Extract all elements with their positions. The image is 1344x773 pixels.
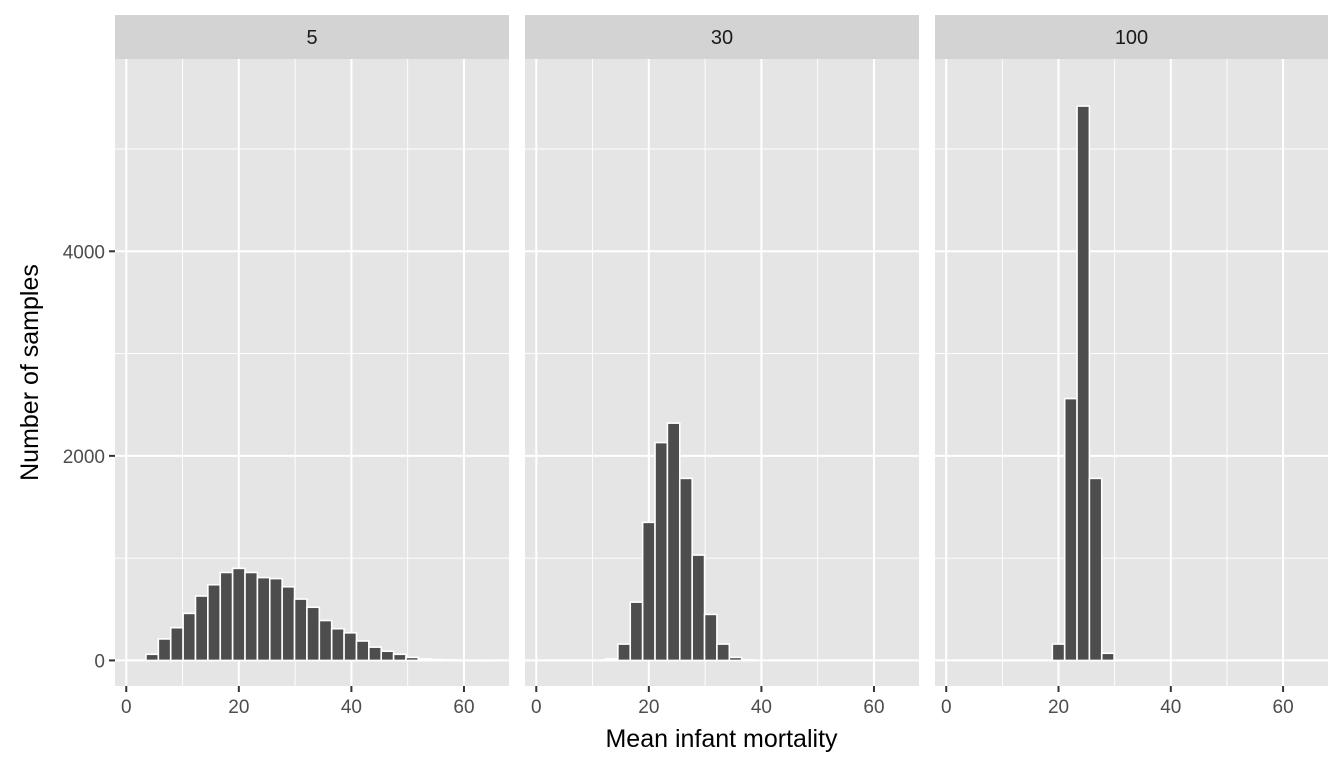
x-tick-label: 0 <box>941 697 952 718</box>
histogram-bar <box>355 640 370 662</box>
facet-strip <box>115 15 509 59</box>
histogram-bar <box>1100 652 1115 662</box>
histogram-bar <box>293 598 308 662</box>
histogram-bar <box>318 619 333 662</box>
x-tick-label: 40 <box>751 697 772 718</box>
histogram-bar <box>1063 397 1078 662</box>
histogram-bar <box>429 658 444 662</box>
histogram-bar <box>157 638 172 662</box>
histogram-bar <box>467 659 482 662</box>
histogram-bar <box>368 646 383 662</box>
histogram-bar <box>703 613 718 662</box>
histogram-bar <box>442 659 457 662</box>
x-tick-label: 60 <box>863 697 884 718</box>
histogram-bar <box>740 659 755 662</box>
histogram-bar <box>716 643 731 662</box>
histogram-bar <box>145 653 160 662</box>
histogram-bar <box>182 612 197 662</box>
histogram-bar <box>343 632 358 662</box>
histogram-bar <box>666 422 681 662</box>
histogram-bar <box>380 650 395 662</box>
y-tick-label: 0 <box>94 651 105 672</box>
histogram-bar <box>629 601 644 662</box>
histogram-bar <box>231 567 246 662</box>
facet-strip <box>935 15 1328 59</box>
histogram-bar <box>194 595 209 662</box>
y-tick-label: 4000 <box>63 242 105 263</box>
facet-strip-label: 5 <box>306 27 317 49</box>
x-axis-title: Mean infant mortality <box>605 725 838 753</box>
histogram-bar <box>728 656 743 662</box>
histogram-bar <box>219 571 234 662</box>
x-tick-label: 0 <box>121 697 132 718</box>
histogram-bar <box>1088 477 1103 662</box>
y-axis-title: Number of samples <box>16 264 44 481</box>
facet-panel: 5 0 20 40 60 0 2000 4000 <box>63 15 509 718</box>
histogram-bar <box>1076 105 1091 662</box>
histogram-bar <box>306 606 321 662</box>
histogram-bar <box>392 653 407 662</box>
histogram-bar <box>244 571 259 662</box>
x-tick-label: 60 <box>453 697 474 718</box>
facet-strip <box>525 15 919 59</box>
x-tick-label: 40 <box>341 697 362 718</box>
panel-background <box>525 59 919 686</box>
facet-panel: 30 0 20 40 60 <box>525 15 919 718</box>
x-tick-label: 60 <box>1273 697 1294 718</box>
x-tick-label: 20 <box>638 697 659 718</box>
histogram-bar <box>678 477 693 662</box>
histogram-bar <box>281 585 296 662</box>
panel-background <box>935 59 1328 686</box>
histogram-bar <box>641 521 656 662</box>
y-tick-label: 2000 <box>63 447 105 468</box>
x-tick-label: 20 <box>228 697 249 718</box>
histogram-bar <box>592 659 607 662</box>
histogram-bar <box>617 643 632 662</box>
histogram-bar <box>604 658 619 662</box>
x-tick-label: 20 <box>1048 697 1069 718</box>
histogram-bar <box>207 583 222 662</box>
histogram-bar <box>1051 643 1066 662</box>
histogram-bar <box>417 658 432 662</box>
histogram-bar <box>169 626 184 662</box>
facet-strip-label: 100 <box>1115 27 1148 49</box>
panel-background <box>115 59 509 686</box>
x-tick-label: 40 <box>1160 697 1181 718</box>
x-tick-label: 0 <box>531 697 542 718</box>
facet-strip-label: 30 <box>711 27 733 49</box>
histogram-bar <box>479 659 494 662</box>
histogram-bar <box>454 659 469 662</box>
histogram-bar <box>691 554 706 662</box>
histogram-bar <box>654 441 669 662</box>
histogram-bar <box>405 656 420 662</box>
histogram-bar <box>268 577 283 662</box>
histogram-bar <box>256 576 271 662</box>
histogram-bar <box>330 627 345 662</box>
facet-panel: 100 0 20 40 60 <box>935 15 1328 718</box>
